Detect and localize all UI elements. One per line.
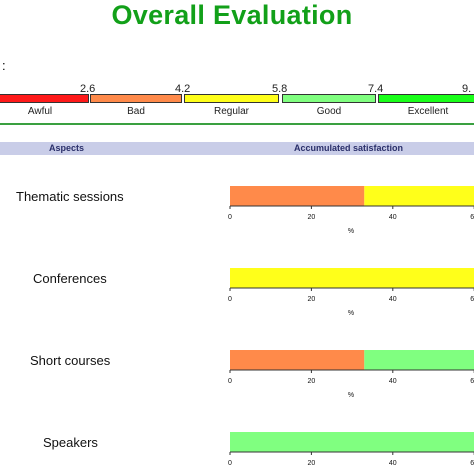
scale-label-regular: Regular <box>213 106 250 117</box>
x-tick-label: 60 <box>470 378 474 385</box>
x-axis-label: % <box>348 310 354 317</box>
bar-segment-good <box>364 350 474 370</box>
x-tick-label: 60 <box>470 460 474 467</box>
aspect-label: Conferences <box>33 271 107 286</box>
page-title: Overall Evaluation <box>111 0 353 30</box>
x-tick-label: 20 <box>308 214 316 221</box>
scale-tick: 9. <box>462 83 472 95</box>
x-tick-label: 40 <box>389 296 397 303</box>
x-tick-label: 20 <box>308 460 316 467</box>
scale-tick: 4.2 <box>175 83 191 95</box>
x-tick-label: 20 <box>308 378 316 385</box>
x-tick-label: 0 <box>228 296 232 303</box>
bar-segment-bad <box>230 186 365 206</box>
bar-segment-good <box>230 432 474 452</box>
scale-box-good <box>282 94 376 103</box>
aspect-label: Short courses <box>30 353 111 368</box>
x-tick-label: 0 <box>228 460 232 467</box>
bar-segment-bad <box>230 350 365 370</box>
x-tick-label: 20 <box>308 296 316 303</box>
x-tick-label: 40 <box>389 378 397 385</box>
scale-label-good: Good <box>316 106 342 117</box>
aspect-label: Thematic sessions <box>16 189 124 204</box>
header-aspects: Aspects <box>49 143 85 153</box>
x-axis-label: % <box>348 392 354 399</box>
x-tick-label: 0 <box>228 214 232 221</box>
x-tick-label: 60 <box>470 214 474 221</box>
x-axis-label: % <box>348 228 354 235</box>
scale-tick: 7.4 <box>368 83 384 95</box>
scale-box-excellent <box>378 94 474 103</box>
bar-segment-regular <box>364 186 474 206</box>
scale-label-bad: Bad <box>127 106 145 117</box>
scale-tick: 2.6 <box>80 83 96 95</box>
scale-label-awful: Awful <box>27 106 53 117</box>
scale-label-excellent: Excellent <box>407 106 449 117</box>
x-tick-label: 40 <box>389 460 397 467</box>
scale-tick: 5.8 <box>272 83 288 95</box>
x-tick-label: 60 <box>470 296 474 303</box>
rating-scale: 2.6 4.2 5.8 7.4 9. Awful Bad Regular Goo… <box>0 0 474 130</box>
x-tick-label: 0 <box>228 378 232 385</box>
stray-colon: : <box>2 58 6 73</box>
scale-box-awful <box>0 94 89 103</box>
table-header: Aspects Accumulated satisfaction <box>0 142 474 155</box>
scale-divider <box>0 123 474 125</box>
aspect-label: Speakers <box>43 435 98 450</box>
scale-box-bad <box>90 94 182 103</box>
bar-segment-regular <box>230 268 474 288</box>
scale-box-regular <box>184 94 279 103</box>
x-tick-label: 40 <box>389 214 397 221</box>
header-accumulated-satisfaction: Accumulated satisfaction <box>294 143 404 153</box>
